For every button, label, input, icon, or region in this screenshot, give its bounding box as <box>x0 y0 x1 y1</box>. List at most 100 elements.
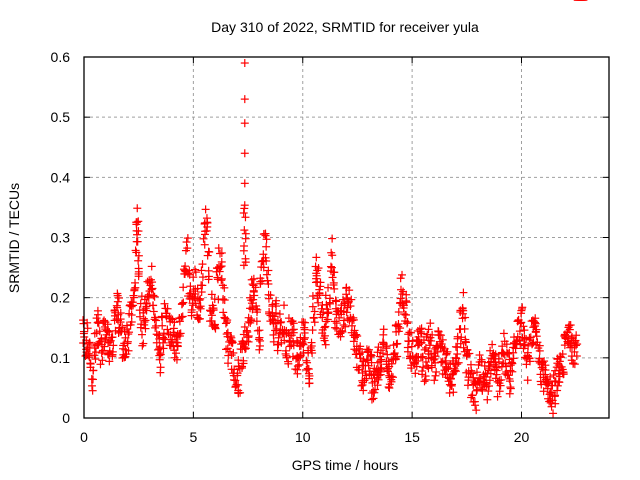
data-point <box>308 302 317 311</box>
y-tick-label: 0.3 <box>51 230 71 246</box>
data-point <box>367 351 376 360</box>
data-point <box>198 260 207 269</box>
data-point <box>475 351 484 360</box>
data-point <box>281 349 290 358</box>
data-point <box>240 95 249 104</box>
data-point <box>435 330 444 339</box>
data-point <box>198 281 207 290</box>
data-point <box>211 323 220 332</box>
data-point <box>508 359 517 368</box>
data-point <box>221 319 230 328</box>
data-point <box>158 313 167 322</box>
data-point <box>247 299 256 308</box>
data-point <box>140 318 149 327</box>
data-point <box>125 328 134 337</box>
data-point <box>565 325 574 334</box>
data-point <box>132 226 141 235</box>
data-point <box>373 348 382 357</box>
y-tick-label: 0.4 <box>51 169 71 185</box>
data-point <box>276 318 285 327</box>
data-point <box>164 330 173 339</box>
data-point <box>173 341 182 350</box>
data-point <box>241 345 250 354</box>
data-point <box>262 235 271 244</box>
data-point <box>491 374 500 383</box>
data-point <box>420 345 429 354</box>
data-point <box>123 339 132 348</box>
data-point <box>375 371 384 380</box>
data-point <box>243 327 252 336</box>
data-point <box>130 286 139 295</box>
data-point <box>240 119 249 128</box>
data-point <box>524 341 533 350</box>
data-point <box>181 246 190 255</box>
data-point <box>427 336 436 345</box>
data-point <box>310 318 319 327</box>
data-point <box>195 314 204 323</box>
data-point <box>535 346 544 355</box>
data-point <box>567 332 576 341</box>
data-point <box>369 387 378 396</box>
x-axis-label: GPS time / hours <box>292 457 399 473</box>
data-point <box>116 309 125 318</box>
data-point <box>234 389 243 398</box>
data-point <box>298 339 307 348</box>
data-point <box>494 354 503 363</box>
data-point <box>142 299 151 308</box>
data-point <box>338 327 347 336</box>
data-point <box>241 258 250 267</box>
data-point <box>209 304 218 313</box>
data-point <box>407 342 416 351</box>
data-point <box>273 346 282 355</box>
data-point <box>220 283 229 292</box>
data-point <box>492 370 501 379</box>
data-point <box>198 273 207 282</box>
data-point <box>327 263 336 272</box>
data-point <box>303 358 312 367</box>
data-point <box>252 317 261 326</box>
data-point <box>155 355 164 364</box>
data-point <box>546 389 555 398</box>
data-point <box>138 341 147 350</box>
data-point <box>572 341 581 350</box>
data-point <box>517 306 526 315</box>
data-point <box>89 366 98 375</box>
data-point <box>446 375 455 384</box>
data-point <box>217 274 226 283</box>
data-point <box>299 340 308 349</box>
data-point <box>573 340 582 349</box>
data-point <box>147 285 156 294</box>
data-point <box>419 363 428 372</box>
chart-title: Day 310 of 2022, SRMTID for receiver yul… <box>211 19 479 35</box>
data-point <box>295 360 304 369</box>
data-point <box>289 341 298 350</box>
data-point <box>106 336 115 345</box>
data-point <box>96 360 105 369</box>
data-point <box>250 291 259 300</box>
x-axis-ticks: 0 5 10 15 20 <box>80 57 529 445</box>
data-point <box>182 238 191 247</box>
data-point <box>163 304 172 313</box>
data-point <box>307 346 316 355</box>
data-point <box>242 337 251 346</box>
data-point <box>411 369 420 378</box>
data-point <box>178 312 187 321</box>
data-point <box>346 302 355 311</box>
data-point <box>477 355 486 364</box>
data-point <box>158 321 167 330</box>
data-point <box>95 327 104 336</box>
data-point <box>105 357 114 366</box>
data-point <box>263 276 272 285</box>
data-point <box>491 350 500 359</box>
data-point <box>499 329 508 338</box>
data-point <box>396 324 405 333</box>
data-point <box>255 326 264 335</box>
data-point <box>341 322 350 331</box>
data-point <box>259 263 268 272</box>
data-point <box>240 149 249 158</box>
data-point <box>403 317 412 326</box>
x-tick-label: 20 <box>514 429 530 445</box>
data-point <box>492 363 501 372</box>
data-point <box>453 350 462 359</box>
data-point <box>100 342 109 351</box>
